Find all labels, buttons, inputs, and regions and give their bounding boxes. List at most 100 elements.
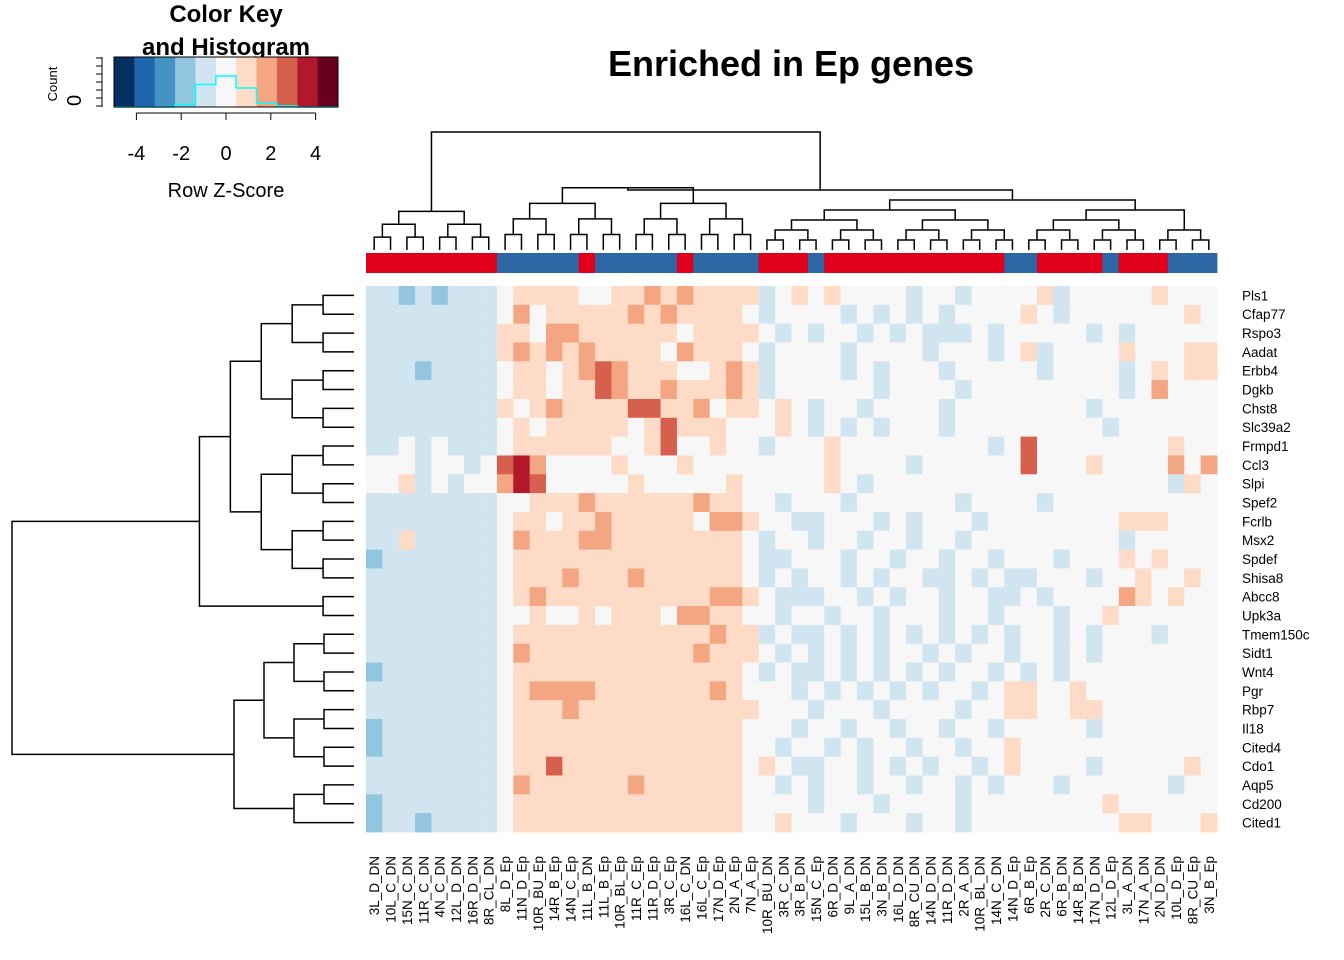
heatmap-cell [856, 700, 874, 720]
column-group-bar [611, 253, 629, 273]
heatmap-cell [1184, 813, 1202, 833]
heatmap-cell [1020, 549, 1038, 569]
row-label: Cfap77 [1242, 307, 1286, 322]
heatmap-cell [447, 323, 465, 343]
heatmap-cell [660, 719, 678, 739]
heatmap-cell [611, 474, 629, 494]
heatmap-cell [415, 323, 432, 343]
heatmap-cell [726, 455, 743, 475]
heatmap-cell [971, 417, 989, 438]
heatmap-cell [1036, 455, 1054, 475]
heatmap-cell [856, 756, 874, 776]
heatmap-cell [464, 361, 481, 381]
heatmap-cell [775, 549, 792, 569]
heatmap-cell [987, 662, 1005, 682]
heatmap-cell [1118, 737, 1136, 758]
heatmap-cell [447, 361, 465, 381]
column-label: 3R_B_DN [793, 856, 808, 917]
heatmap-cell [1184, 775, 1202, 795]
heatmap-cell [480, 530, 498, 550]
heatmap-cell [726, 436, 743, 456]
heatmap-cell [1167, 511, 1185, 532]
column-group-bar [1036, 253, 1054, 273]
heatmap-cell [1102, 530, 1120, 550]
heatmap-cell [791, 681, 809, 701]
column-label: 6R_B_DN [1055, 856, 1070, 917]
heatmap-cell [1135, 455, 1152, 475]
heatmap-cell [1167, 455, 1185, 475]
heatmap-cell [1069, 643, 1087, 663]
column-group-bar [873, 253, 891, 273]
heatmap-cell [398, 436, 416, 456]
column-group-bar [971, 253, 989, 273]
row-label: Pls1 [1242, 288, 1268, 303]
heatmap-cell [840, 361, 858, 381]
heatmap-cell [856, 417, 874, 438]
heatmap-cell [611, 587, 629, 607]
heatmap-cell [595, 398, 612, 419]
heatmap-cell [758, 511, 776, 532]
heatmap-cell [431, 398, 449, 419]
heatmap-cell [1151, 493, 1169, 513]
heatmap-cell [1135, 511, 1152, 532]
row-label: Dgkb [1242, 383, 1274, 398]
heatmap-cell [873, 342, 891, 362]
heatmap-cell [840, 568, 858, 588]
heatmap-cell [791, 549, 809, 569]
heatmap-cell [1020, 342, 1038, 362]
heatmap-cell [1184, 756, 1202, 776]
heatmap-cell [987, 568, 1005, 588]
heatmap-cell [1053, 380, 1071, 400]
heatmap-cell [807, 568, 825, 588]
heatmap-cell [1053, 756, 1071, 776]
heatmap-cell [1086, 474, 1103, 494]
column-dendrogram-branch [528, 202, 596, 219]
heatmap-cell [987, 398, 1005, 419]
column-group-bar [578, 253, 596, 273]
heatmap-cell [546, 323, 563, 343]
heatmap-cell [1200, 681, 1218, 701]
heatmap-cell [709, 323, 727, 343]
heatmap-cell [1086, 587, 1103, 607]
heatmap-cell [644, 737, 661, 758]
heatmap-cell [955, 380, 972, 400]
heatmap-cell [464, 643, 481, 663]
heatmap-cell [513, 606, 531, 626]
heatmap-cell [1004, 549, 1022, 569]
heatmap-cell [1151, 587, 1169, 607]
column-dendrogram-branch [668, 233, 686, 250]
heatmap-cell [906, 455, 923, 475]
heatmap-cell [889, 662, 907, 682]
heatmap-cell [1118, 813, 1136, 833]
heatmap-cell [1151, 398, 1169, 419]
heatmap-cell [726, 549, 743, 569]
heatmap-cell [1102, 436, 1120, 456]
heatmap-cell [971, 775, 989, 795]
heatmap-cell [578, 323, 596, 343]
heatmap-cell [366, 662, 383, 682]
heatmap-cell [1151, 794, 1169, 814]
heatmap-cell [611, 361, 629, 381]
column-dendrogram-branch [438, 236, 457, 250]
heatmap-cell [513, 380, 531, 400]
heatmap-cell [791, 323, 809, 343]
heatmap-cell [775, 436, 792, 456]
heatmap-cell [1167, 417, 1185, 438]
row-label: Erbb4 [1242, 364, 1279, 379]
heatmap-cell [922, 304, 940, 325]
heatmap-cell [955, 700, 972, 720]
heatmap-cell [726, 511, 743, 532]
heatmap-cell [1167, 286, 1185, 306]
column-dendrogram-branch [774, 229, 809, 240]
heatmap-cell [791, 511, 809, 532]
heatmap-cell [1086, 304, 1103, 325]
heatmap-cell [595, 455, 612, 475]
heatmap-cell [840, 493, 858, 513]
heatmap-cell [938, 398, 956, 419]
heatmap-cell [1135, 737, 1152, 758]
column-label: 14N_C_Ep [564, 856, 579, 922]
heatmap-cell [382, 737, 400, 758]
heatmap-cell [464, 719, 481, 739]
heatmap-cell [480, 681, 498, 701]
